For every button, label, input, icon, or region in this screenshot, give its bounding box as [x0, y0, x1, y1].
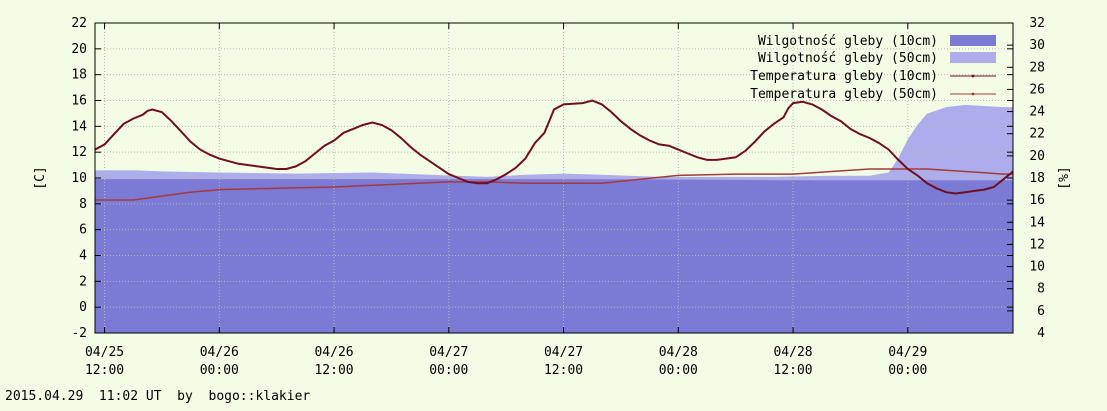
- x-tick-label-time: 12:00: [314, 363, 353, 378]
- legend-swatch-area: [950, 52, 996, 63]
- y2-tick-label: 30: [1029, 38, 1045, 53]
- y2-tick-label: 24: [1029, 105, 1045, 120]
- y2-tick-label: 32: [1029, 16, 1045, 31]
- x-tick-label-date: 04/25: [85, 345, 124, 360]
- y2-tick-label: 22: [1029, 127, 1045, 142]
- y-tick-label: 12: [71, 145, 87, 160]
- y-tick-label: 20: [71, 42, 87, 57]
- y2-tick-label: 8: [1037, 282, 1045, 297]
- line-temperature-10cm: [94, 99, 1014, 195]
- y-tick-label: 10: [71, 171, 87, 186]
- y2-tick-label: 20: [1029, 149, 1045, 164]
- x-tick-label-time: 00:00: [659, 363, 698, 378]
- legend-swatch-point: [971, 74, 975, 78]
- x-tick-label-time: 12:00: [85, 363, 124, 378]
- y2-axis-title: [%]: [1057, 166, 1072, 189]
- moisture-areas: [95, 104, 1013, 334]
- y2-tick-label: 18: [1029, 171, 1045, 186]
- x-tick-label-date: 04/28: [659, 345, 698, 360]
- grid-lines: [95, 23, 1013, 333]
- x-tick-label-time: 00:00: [888, 363, 927, 378]
- y-tick-label: 22: [71, 16, 87, 31]
- x-tick-label-time: 00:00: [429, 363, 468, 378]
- legend-label: Temperatura gleby (50cm): [750, 87, 938, 102]
- y2-tick-label: 6: [1037, 304, 1045, 319]
- y-tick-label: 18: [71, 68, 87, 83]
- area-moisture-10cm: [95, 179, 1013, 333]
- y-tick-label: 4: [79, 249, 87, 264]
- y-tick-label: 14: [71, 119, 87, 134]
- y2-tick-label: 12: [1029, 237, 1045, 252]
- line-temperature-50cm: [95, 168, 1013, 201]
- footer-credit: 2015.04.29 11:02 UT by bogo::klakier: [5, 389, 311, 404]
- axes: -202468101214161820224681012141618202224…: [33, 16, 1072, 378]
- y2-tick-label: 4: [1037, 326, 1045, 341]
- legend-swatch-area: [950, 35, 996, 46]
- y-tick-label: 2: [79, 274, 87, 289]
- x-tick-label-time: 12:00: [773, 363, 812, 378]
- x-tick-label-time: 00:00: [200, 363, 239, 378]
- y2-tick-label: 26: [1029, 82, 1045, 97]
- y-tick-label: 0: [79, 300, 87, 315]
- x-tick-label-date: 04/26: [314, 345, 353, 360]
- x-tick-label-time: 12:00: [544, 363, 583, 378]
- y2-tick-label: 10: [1029, 260, 1045, 275]
- x-tick-label-date: 04/27: [429, 345, 468, 360]
- x-tick-label-date: 04/29: [888, 345, 927, 360]
- y-tick-label: -2: [71, 326, 87, 341]
- y2-tick-label: 28: [1029, 60, 1045, 75]
- x-tick-label-date: 04/28: [773, 345, 812, 360]
- x-tick-label-date: 04/27: [544, 345, 583, 360]
- temperature-lines: [94, 99, 1014, 201]
- legend-label: Temperatura gleby (10cm): [750, 69, 938, 84]
- legend-swatch-point: [971, 92, 975, 96]
- y2-tick-label: 14: [1029, 215, 1045, 230]
- legend-label: Wilgotność gleby (10cm): [758, 34, 938, 49]
- y-tick-label: 8: [79, 197, 87, 212]
- y-tick-label: 6: [79, 223, 87, 238]
- y-tick-label: 16: [71, 94, 87, 109]
- legend-label: Wilgotność gleby (50cm): [758, 51, 938, 66]
- y-axis-title: [C]: [33, 166, 48, 189]
- legend: Wilgotność gleby (10cm) Wilgotność gleby …: [750, 34, 996, 102]
- y2-tick-label: 16: [1029, 193, 1045, 208]
- x-tick-label-date: 04/26: [200, 345, 239, 360]
